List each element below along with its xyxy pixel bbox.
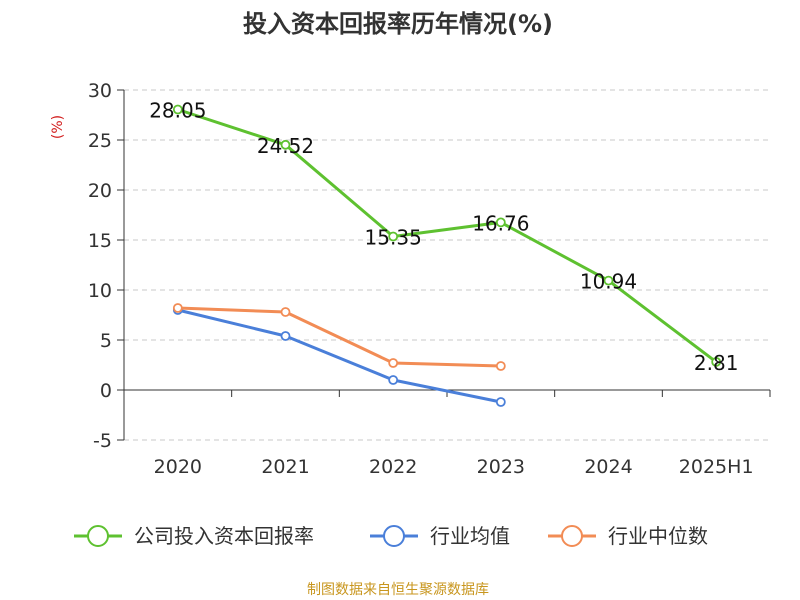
data-label: 2.81 bbox=[694, 351, 739, 375]
data-point bbox=[603, 275, 614, 286]
data-point bbox=[280, 307, 291, 317]
legend-item-1: 公司投入资本回报率 bbox=[74, 524, 314, 548]
data-point bbox=[280, 331, 291, 341]
source-note: 制图数据来自恒生聚源数据库 bbox=[307, 582, 489, 598]
data-labels: 28.05 24.52 15.35 16.76 10.94 2.81 bbox=[149, 99, 738, 375]
y-tick-label: 20 bbox=[88, 180, 112, 202]
y-tick-label: 10 bbox=[88, 280, 112, 302]
y-tick-label: 30 bbox=[88, 80, 112, 102]
y-tick-label: 15 bbox=[88, 230, 112, 252]
series-layer bbox=[172, 104, 722, 407]
legend-item-2: 行业均值 bbox=[370, 524, 510, 548]
x-tick-label: 2023 bbox=[477, 456, 525, 478]
data-point bbox=[388, 358, 399, 368]
legend-marker bbox=[87, 525, 109, 547]
y-axis-unit-label: (%) bbox=[50, 115, 66, 139]
y-tick-label: 0 bbox=[100, 380, 112, 402]
series-3 bbox=[172, 303, 506, 371]
legend: 公司投入资本回报率 行业均值 行业中位数 bbox=[74, 524, 708, 548]
data-label: 24.52 bbox=[257, 134, 314, 158]
y-tick-label: 25 bbox=[88, 130, 112, 152]
series-2 bbox=[172, 305, 506, 407]
series-line bbox=[176, 308, 503, 404]
data-point bbox=[711, 356, 722, 367]
legend-label: 公司投入资本回报率 bbox=[134, 524, 314, 548]
data-point bbox=[172, 303, 183, 313]
legend-marker bbox=[383, 525, 405, 547]
data-label: 15.35 bbox=[365, 226, 422, 250]
x-tick-label: 2025H1 bbox=[679, 456, 754, 478]
data-point bbox=[495, 361, 506, 371]
legend-item-3: 行业中位数 bbox=[548, 524, 708, 548]
grid bbox=[124, 89, 770, 441]
data-point bbox=[388, 375, 399, 385]
data-point bbox=[495, 217, 506, 228]
data-point bbox=[495, 397, 506, 407]
data-label: 10.94 bbox=[580, 270, 637, 294]
data-point bbox=[388, 231, 399, 242]
series-line bbox=[176, 306, 503, 368]
y-tick-label: -5 bbox=[93, 430, 112, 452]
data-label: 28.05 bbox=[149, 99, 206, 123]
x-tick-label: 2020 bbox=[154, 456, 202, 478]
x-tick-label: 2021 bbox=[261, 456, 309, 478]
series-1 bbox=[172, 104, 722, 367]
data-point bbox=[172, 104, 183, 115]
x-tick-label: 2022 bbox=[369, 456, 417, 478]
chart-title: 投入资本回报率历年情况(%) bbox=[243, 10, 553, 38]
legend-label: 行业均值 bbox=[430, 524, 510, 548]
data-label: 16.76 bbox=[472, 211, 529, 235]
series-line bbox=[176, 108, 718, 364]
y-tick-label: 5 bbox=[100, 330, 112, 352]
legend-label: 行业中位数 bbox=[608, 524, 708, 548]
legend-marker bbox=[561, 525, 583, 547]
data-point bbox=[280, 139, 291, 150]
x-tick-label: 2024 bbox=[584, 456, 632, 478]
